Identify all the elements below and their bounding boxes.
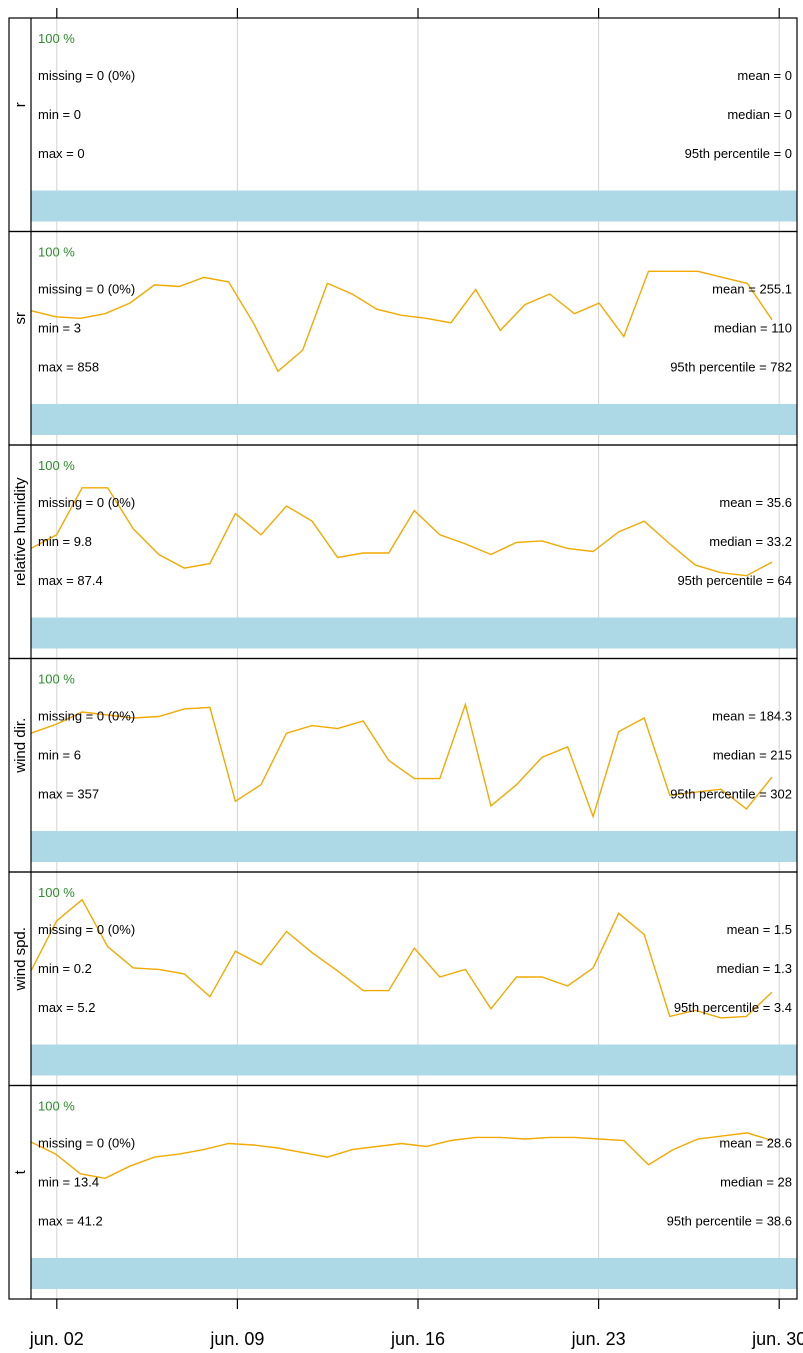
stat-mean: mean = 255.1	[712, 282, 792, 297]
stat-min: min = 0.2	[38, 961, 92, 976]
stat-min: min = 6	[38, 748, 81, 763]
percent-label: 100 %	[38, 885, 75, 900]
percent-label: 100 %	[38, 458, 75, 473]
stat-p95: 95th percentile = 64	[677, 573, 792, 588]
panel-sr: 100 % missing = 0 (0%) min = 3 max = 858 mea…	[8, 230, 798, 446]
panel-r: 100 % missing = 0 (0%) min = 0 max = 0 mean …	[8, 17, 798, 233]
percent-label: 100 %	[38, 245, 75, 260]
stat-mean: mean = 0	[737, 68, 792, 83]
panel-relative-humidity: 100 % missing = 0 (0%) min = 9.8 max = 87.4…	[8, 444, 798, 660]
x-tick-label: jun. 02	[29, 1329, 84, 1349]
stat-min: min = 0	[38, 107, 81, 122]
x-tick-label: jun. 30	[751, 1329, 803, 1349]
stat-missing: missing = 0 (0%)	[38, 709, 135, 724]
panel-t: 100 % missing = 0 (0%) min = 13.4 max = 41.…	[8, 1084, 798, 1300]
panel-layer: 100 % missing = 0 (0%) min = 0 max = 0 mean …	[8, 17, 798, 1300]
panel-y-label: t	[12, 1169, 29, 1174]
panel-y-label: wind spd.	[12, 927, 29, 991]
stat-median: median = 110	[714, 321, 792, 336]
stat-p95: 95th percentile = 3.4	[674, 1000, 792, 1015]
stat-p95: 95th percentile = 38.6	[667, 1214, 792, 1229]
stat-median: median = 215	[713, 748, 792, 763]
panel-y-label: sr	[12, 312, 29, 325]
stat-missing: missing = 0 (0%)	[38, 68, 135, 83]
availability-bar	[31, 1044, 797, 1076]
stat-max: max = 357	[38, 787, 99, 802]
stat-mean: mean = 35.6	[719, 495, 792, 510]
stat-mean: mean = 28.6	[719, 1136, 792, 1151]
availability-bar	[31, 617, 797, 649]
availability-bar	[31, 1258, 797, 1289]
series-line	[30, 487, 773, 577]
stat-median: median = 28	[720, 1175, 792, 1190]
availability-bar	[31, 831, 797, 862]
axis-layer: jun. 02 jun. 09 jun. 16 jun. 23 jun. 30	[29, 8, 803, 1349]
x-tick-label: jun. 16	[390, 1329, 445, 1349]
stat-missing: missing = 0 (0%)	[38, 282, 135, 297]
x-tick-label: jun. 09	[209, 1329, 264, 1349]
stat-min: min = 3	[38, 321, 81, 336]
availability-bar	[31, 190, 797, 222]
series-line	[30, 1132, 773, 1180]
stat-median: median = 33.2	[709, 534, 792, 549]
panel-y-label: relative humidity	[12, 477, 29, 586]
panel-border	[8, 1084, 798, 1300]
percent-label: 100 %	[38, 31, 75, 46]
stat-min: min = 9.8	[38, 534, 92, 549]
panel-y-label: r	[12, 102, 29, 107]
series-line	[30, 898, 773, 1019]
stat-max: max = 41.2	[38, 1214, 103, 1229]
stat-missing: missing = 0 (0%)	[38, 495, 135, 510]
panel-y-label: wind dir.	[12, 718, 29, 774]
stat-p95: 95th percentile = 782	[670, 360, 792, 375]
percent-label: 100 %	[38, 672, 75, 687]
panel-wind-dir-: 100 % missing = 0 (0%) min = 6 max = 357 mea…	[8, 657, 798, 873]
availability-bar	[31, 404, 797, 435]
stat-median: median = 0	[727, 107, 792, 122]
series-line	[30, 270, 773, 373]
stat-min: min = 13.4	[38, 1175, 99, 1190]
panel-wind-spd-: 100 % missing = 0 (0%) min = 0.2 max = 5.2 m…	[8, 871, 798, 1087]
stat-missing: missing = 0 (0%)	[38, 1136, 135, 1151]
x-tick-label: jun. 23	[571, 1329, 626, 1349]
stat-missing: missing = 0 (0%)	[38, 922, 135, 937]
stat-median: median = 1.3	[716, 961, 792, 976]
stat-max: max = 87.4	[38, 573, 103, 588]
stat-p95: 95th percentile = 302	[670, 787, 792, 802]
stat-p95: 95th percentile = 0	[685, 146, 792, 161]
stat-max: max = 858	[38, 360, 99, 375]
stat-mean: mean = 184.3	[712, 709, 792, 724]
stat-mean: mean = 1.5	[727, 922, 792, 937]
stat-max: max = 5.2	[38, 1000, 95, 1015]
stat-max: max = 0	[38, 146, 85, 161]
percent-label: 100 %	[38, 1099, 75, 1114]
series-line	[30, 701, 773, 819]
